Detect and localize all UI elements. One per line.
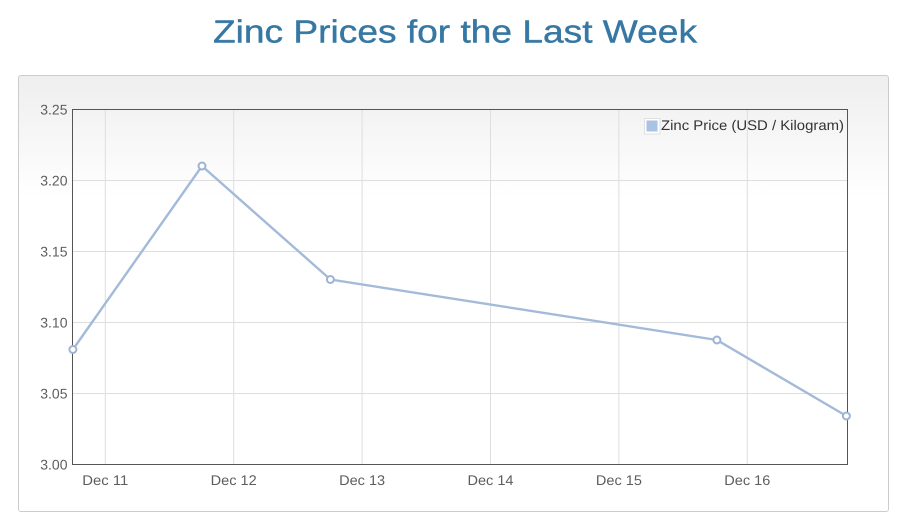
- svg-text:3.25: 3.25: [40, 102, 67, 118]
- svg-text:Dec 11: Dec 11: [82, 472, 128, 488]
- svg-text:3.20: 3.20: [40, 173, 67, 189]
- svg-text:3.15: 3.15: [40, 244, 67, 260]
- svg-text:3.00: 3.00: [40, 457, 67, 473]
- svg-text:Dec 16: Dec 16: [724, 472, 770, 488]
- svg-text:Dec 13: Dec 13: [339, 472, 385, 488]
- svg-text:Dec 12: Dec 12: [211, 472, 257, 488]
- svg-text:3.10: 3.10: [40, 315, 67, 331]
- svg-text:Dec 15: Dec 15: [596, 472, 642, 488]
- svg-text:Zinc Price (USD / Kilogram): Zinc Price (USD / Kilogram): [661, 117, 844, 133]
- svg-text:Zinc Prices for the Last Week: Zinc Prices for the Last Week: [213, 14, 698, 50]
- svg-text:Dec 14: Dec 14: [468, 472, 514, 488]
- svg-text:3.05: 3.05: [40, 386, 67, 402]
